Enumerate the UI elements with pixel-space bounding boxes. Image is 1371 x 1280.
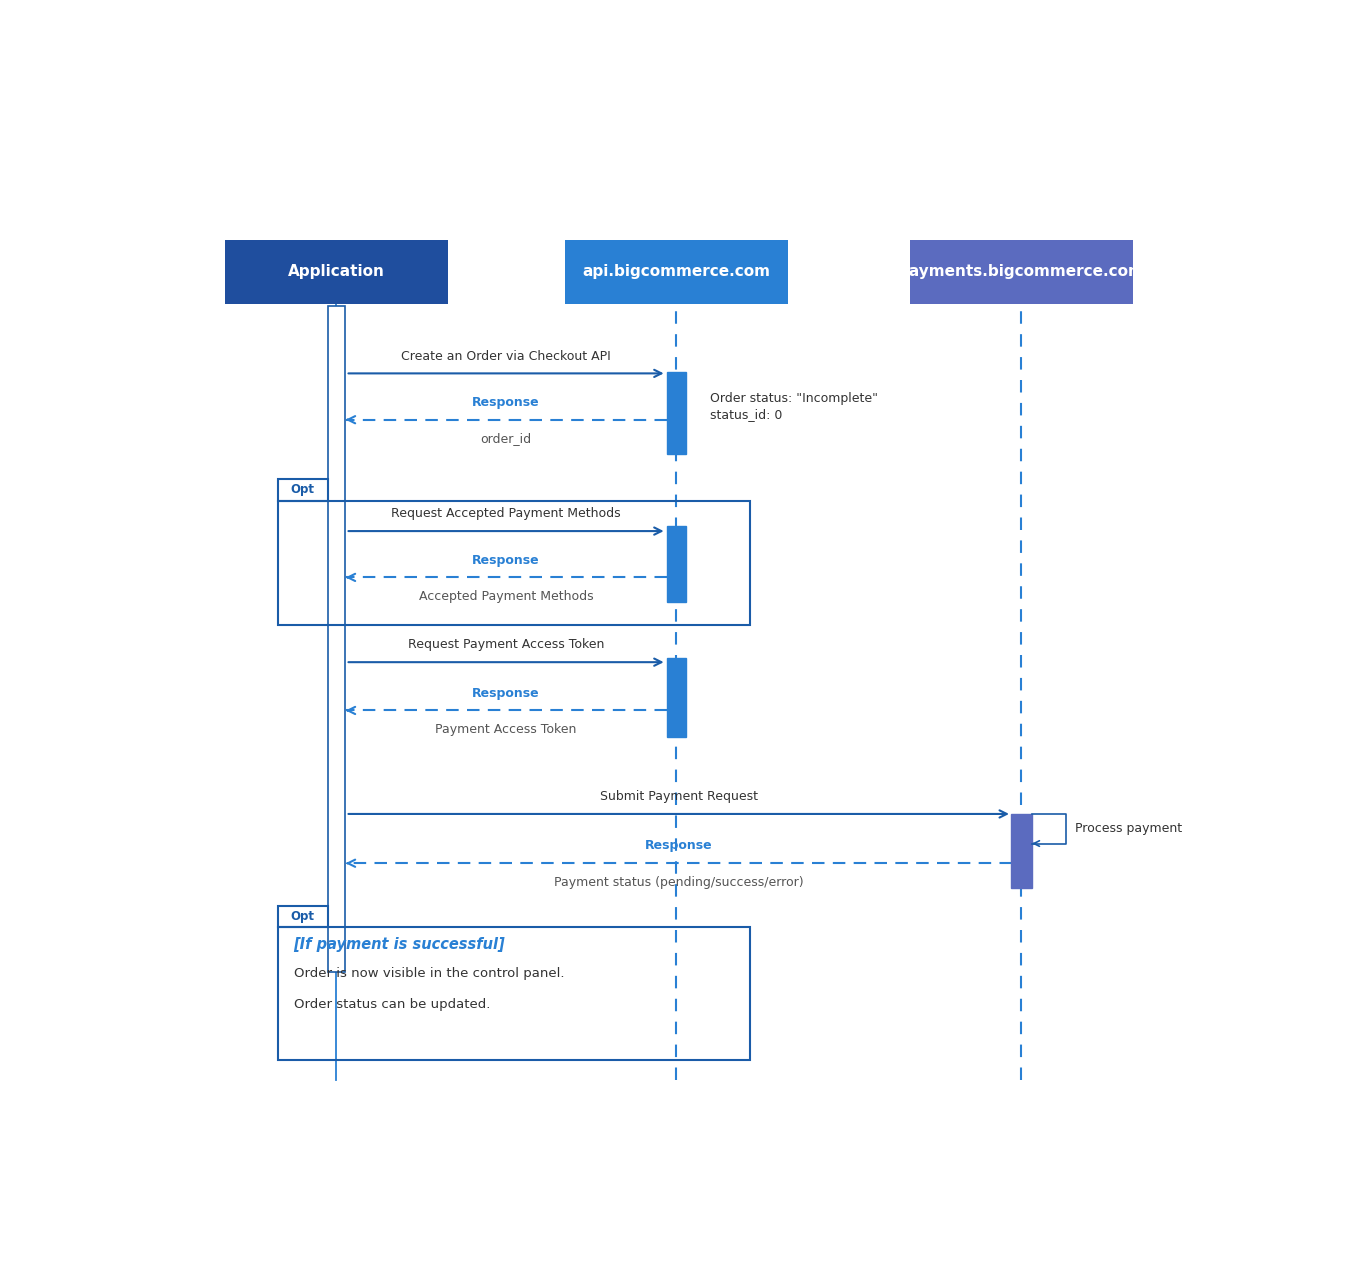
Text: Opt: Opt [291, 910, 314, 923]
Bar [666, 526, 686, 602]
Text: Order status: "Incomplete": Order status: "Incomplete" [710, 392, 877, 404]
Text: Order is now visible in the control panel.: Order is now visible in the control pane… [293, 966, 563, 979]
Text: Create an Order via Checkout API: Create an Order via Checkout API [402, 349, 611, 362]
Bar [277, 479, 328, 500]
Text: Opt: Opt [291, 483, 314, 497]
Text: Submit Payment Request: Submit Payment Request [599, 790, 758, 803]
Text: payments.bigcommerce.com: payments.bigcommerce.com [898, 265, 1145, 279]
Text: api.bigcommerce.com: api.bigcommerce.com [583, 265, 771, 279]
Text: Response: Response [644, 840, 713, 852]
Text: Payment status (pending/success/error): Payment status (pending/success/error) [554, 876, 803, 890]
Bar [666, 372, 686, 454]
Text: Order status can be updated.: Order status can be updated. [293, 998, 489, 1011]
Bar [666, 658, 686, 737]
Bar [910, 239, 1132, 303]
Text: Response: Response [472, 396, 540, 408]
Text: Request Payment Access Token: Request Payment Access Token [409, 639, 605, 652]
Bar [277, 906, 328, 927]
Text: Response: Response [472, 553, 540, 567]
Text: Accepted Payment Methods: Accepted Payment Methods [418, 590, 594, 603]
Bar [1010, 814, 1032, 888]
Text: Response: Response [472, 686, 540, 700]
Text: Request Accepted Payment Methods: Request Accepted Payment Methods [391, 507, 621, 520]
Bar [328, 306, 344, 972]
Text: [If payment is successful]: [If payment is successful] [293, 937, 505, 952]
Bar [565, 239, 787, 303]
Text: Application: Application [288, 265, 384, 279]
Text: status_id: 0: status_id: 0 [710, 408, 783, 421]
Bar [277, 500, 750, 625]
Bar [277, 927, 750, 1060]
Bar [225, 239, 448, 303]
Text: order_id: order_id [480, 433, 532, 445]
Text: Payment Access Token: Payment Access Token [436, 723, 577, 736]
Text: Process payment: Process payment [1075, 822, 1182, 836]
